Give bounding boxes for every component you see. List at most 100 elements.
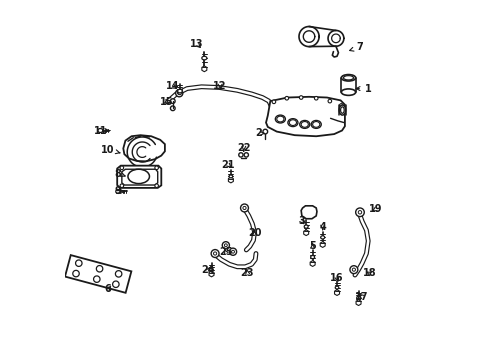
Ellipse shape xyxy=(341,89,355,95)
Ellipse shape xyxy=(335,286,338,289)
Ellipse shape xyxy=(339,104,343,107)
Ellipse shape xyxy=(170,99,175,103)
Text: 8: 8 xyxy=(115,168,125,179)
Ellipse shape xyxy=(211,249,219,257)
Ellipse shape xyxy=(240,204,248,212)
Ellipse shape xyxy=(177,89,182,93)
Ellipse shape xyxy=(312,122,319,127)
Ellipse shape xyxy=(304,225,307,228)
Ellipse shape xyxy=(289,120,296,126)
Text: 16: 16 xyxy=(329,273,343,283)
Ellipse shape xyxy=(343,76,353,80)
Ellipse shape xyxy=(228,175,232,178)
Text: 20: 20 xyxy=(247,228,261,238)
Ellipse shape xyxy=(224,244,227,247)
Ellipse shape xyxy=(327,99,331,103)
Ellipse shape xyxy=(243,206,245,210)
Polygon shape xyxy=(301,206,316,219)
Ellipse shape xyxy=(115,271,122,277)
Ellipse shape xyxy=(116,189,121,193)
Ellipse shape xyxy=(349,266,357,274)
Ellipse shape xyxy=(170,106,175,111)
Ellipse shape xyxy=(238,153,243,157)
Text: 7: 7 xyxy=(349,42,362,52)
Ellipse shape xyxy=(339,105,345,115)
Ellipse shape xyxy=(155,184,158,188)
Ellipse shape xyxy=(202,56,206,60)
Ellipse shape xyxy=(128,169,149,184)
Ellipse shape xyxy=(178,92,180,95)
Text: 23: 23 xyxy=(240,267,254,278)
Ellipse shape xyxy=(341,75,355,81)
Ellipse shape xyxy=(213,252,216,255)
Text: 21: 21 xyxy=(221,160,235,170)
Ellipse shape xyxy=(222,242,229,249)
Polygon shape xyxy=(123,135,164,161)
Ellipse shape xyxy=(209,268,213,271)
Ellipse shape xyxy=(96,266,102,272)
Text: 9: 9 xyxy=(115,186,124,197)
Polygon shape xyxy=(208,271,214,277)
Text: 10: 10 xyxy=(101,144,120,154)
Text: 11: 11 xyxy=(93,126,110,135)
Polygon shape xyxy=(65,255,131,293)
Ellipse shape xyxy=(155,166,158,170)
Text: 17: 17 xyxy=(355,292,368,302)
Ellipse shape xyxy=(98,129,102,132)
Ellipse shape xyxy=(285,96,288,100)
Ellipse shape xyxy=(112,281,119,288)
Ellipse shape xyxy=(355,208,364,217)
Ellipse shape xyxy=(76,260,82,266)
Polygon shape xyxy=(355,300,360,306)
Text: 25: 25 xyxy=(219,247,232,257)
Ellipse shape xyxy=(310,256,314,259)
Text: 13: 13 xyxy=(190,40,203,49)
Ellipse shape xyxy=(301,122,308,127)
Ellipse shape xyxy=(229,248,236,255)
Ellipse shape xyxy=(320,236,324,239)
Polygon shape xyxy=(334,290,339,296)
Ellipse shape xyxy=(358,211,361,214)
Polygon shape xyxy=(228,177,233,183)
Text: 1: 1 xyxy=(355,84,371,94)
Ellipse shape xyxy=(263,129,267,134)
Ellipse shape xyxy=(93,276,100,282)
Text: 19: 19 xyxy=(368,204,381,215)
Ellipse shape xyxy=(351,268,355,271)
Text: 5: 5 xyxy=(308,241,315,251)
Text: 18: 18 xyxy=(362,268,375,278)
Polygon shape xyxy=(117,166,161,188)
Text: 6: 6 xyxy=(104,284,111,294)
Text: 22: 22 xyxy=(237,143,250,153)
Ellipse shape xyxy=(244,153,248,157)
Ellipse shape xyxy=(310,121,321,129)
Ellipse shape xyxy=(276,116,284,122)
Polygon shape xyxy=(303,230,308,235)
Ellipse shape xyxy=(314,96,317,100)
Ellipse shape xyxy=(287,119,297,127)
Text: 2: 2 xyxy=(254,129,264,138)
Polygon shape xyxy=(122,169,158,185)
Ellipse shape xyxy=(271,100,275,104)
Text: 14: 14 xyxy=(166,81,179,91)
Text: 4: 4 xyxy=(319,222,325,231)
Ellipse shape xyxy=(340,107,344,113)
Text: 24: 24 xyxy=(201,265,214,275)
Polygon shape xyxy=(202,66,206,72)
Text: 15: 15 xyxy=(159,97,173,107)
Polygon shape xyxy=(265,97,344,136)
Ellipse shape xyxy=(175,90,183,97)
Ellipse shape xyxy=(299,121,309,129)
Ellipse shape xyxy=(231,250,234,253)
Ellipse shape xyxy=(120,166,123,170)
Polygon shape xyxy=(177,89,182,95)
Polygon shape xyxy=(320,242,325,247)
Text: 12: 12 xyxy=(213,81,226,91)
Ellipse shape xyxy=(120,184,123,188)
Ellipse shape xyxy=(275,115,285,123)
Polygon shape xyxy=(309,261,314,266)
Ellipse shape xyxy=(356,296,360,299)
Ellipse shape xyxy=(73,270,79,277)
Ellipse shape xyxy=(299,96,303,99)
Text: 3: 3 xyxy=(298,216,305,226)
